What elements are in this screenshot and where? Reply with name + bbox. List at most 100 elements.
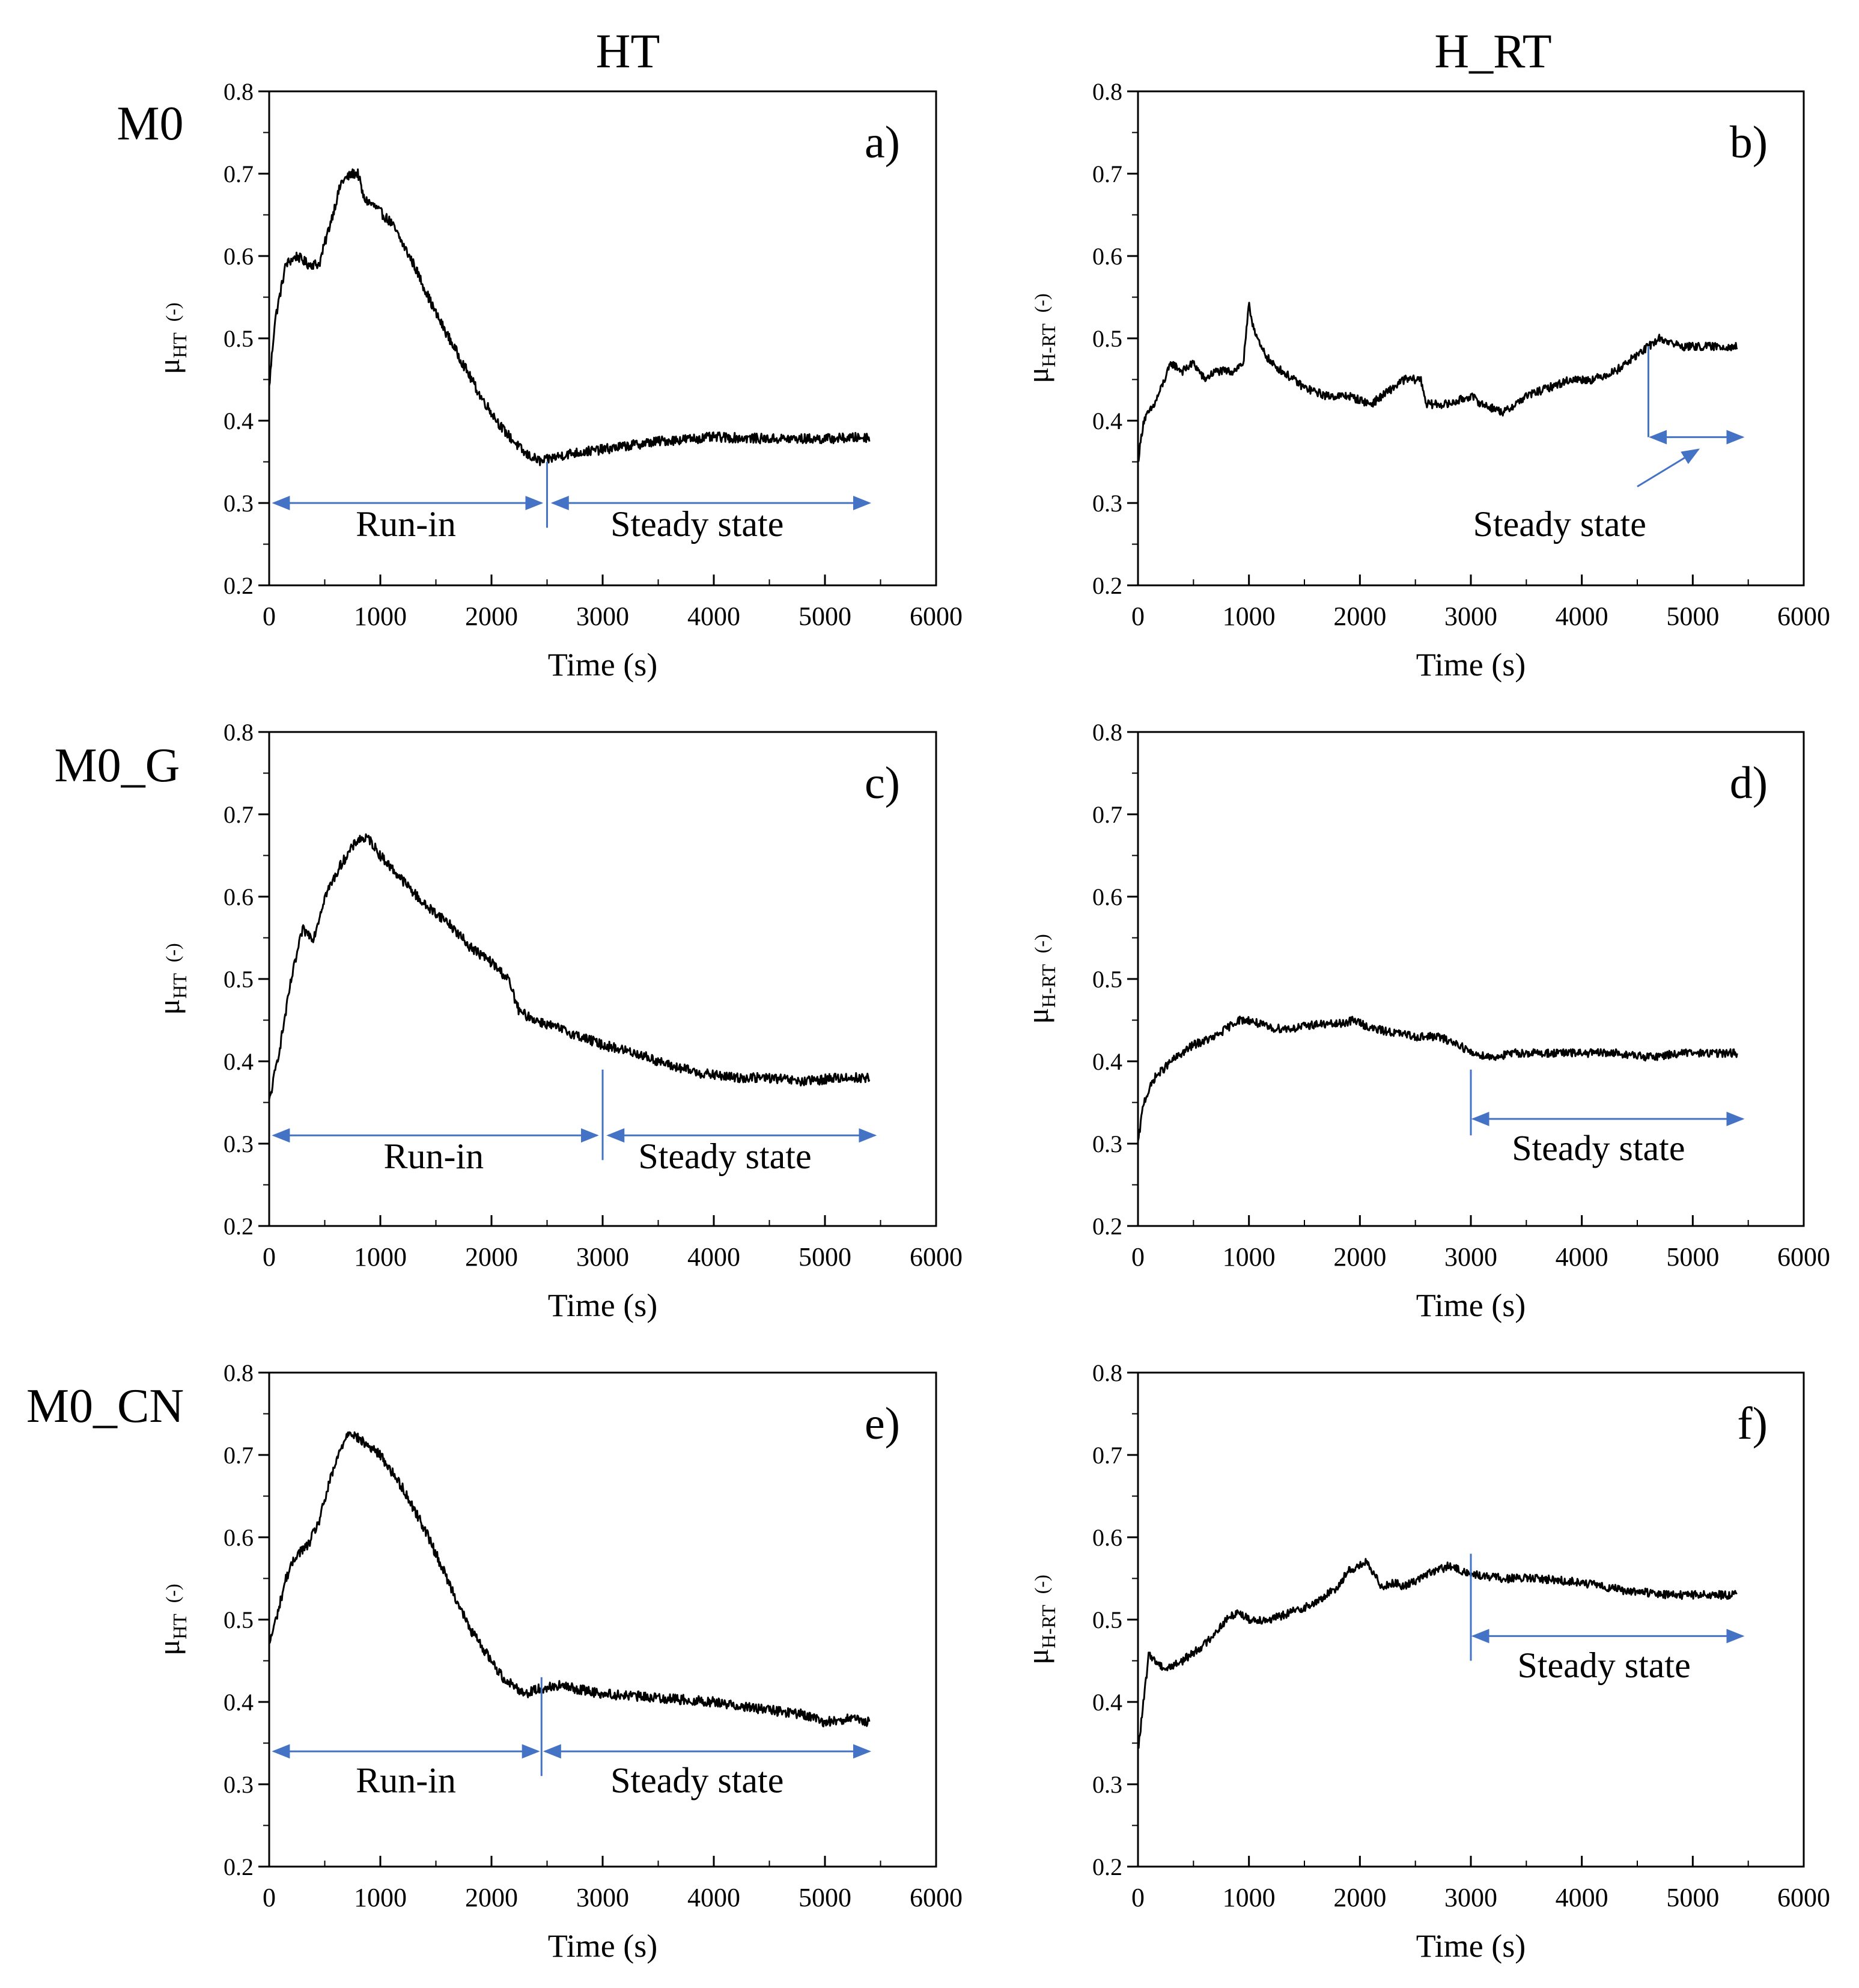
data-series-line <box>268 168 871 466</box>
y-tick-label: 0.6 <box>224 243 254 270</box>
x-tick-label: 0 <box>263 1242 276 1272</box>
y-tick-label: 0.6 <box>1092 243 1122 270</box>
data-series-line <box>268 1431 871 1728</box>
y-tick-label: 0.3 <box>224 1130 254 1157</box>
x-axis-title: Time (s) <box>1416 1928 1526 1964</box>
plot-frame <box>1137 731 1805 1227</box>
x-tick-label: 2000 <box>465 602 518 631</box>
x-tick-label: 4000 <box>1556 1242 1608 1272</box>
x-tick-label: 2000 <box>465 1883 518 1912</box>
x-tick-label: 5000 <box>799 602 851 631</box>
x-tick-label: 1000 <box>354 602 407 631</box>
pointer-arrow <box>1637 448 1700 487</box>
y-tick-label: 0.2 <box>224 1853 254 1880</box>
y-tick-label: 0.6 <box>224 883 254 910</box>
y-tick-label: 0.7 <box>224 160 254 188</box>
y-axis-title: μHT(-) <box>152 1584 190 1655</box>
x-tick-label: 5000 <box>799 1883 851 1912</box>
x-tick-label: 3000 <box>576 1883 629 1912</box>
x-tick-label: 4000 <box>1556 1883 1608 1912</box>
x-tick-label: 1000 <box>354 1242 407 1272</box>
row-label-m0: M0 <box>117 97 183 150</box>
data-series-line <box>268 833 871 1100</box>
phase-label: Run-in <box>356 504 456 544</box>
x-tick-label: 1000 <box>354 1883 407 1912</box>
x-tick-label: 0 <box>1131 602 1145 631</box>
phase-label: Run-in <box>356 1761 456 1800</box>
y-tick-label: 0.4 <box>224 407 254 434</box>
y-axis-title: μH-RT(-) <box>1021 934 1059 1024</box>
y-tick-label: 0.3 <box>1092 490 1122 517</box>
phase-label: Steady state <box>1473 504 1646 544</box>
panel-label: f) <box>1737 1398 1768 1449</box>
y-tick-label: 0.7 <box>224 801 254 828</box>
x-tick-label: 5000 <box>1666 1242 1719 1272</box>
x-tick-label: 1000 <box>1223 1883 1276 1912</box>
data-series-line <box>1137 1558 1738 1749</box>
y-tick-label: 0.2 <box>1092 572 1122 599</box>
x-tick-label: 6000 <box>910 602 963 631</box>
column-title-h-rt: H_RT <box>1434 25 1551 78</box>
row-label-m0-cn: M0_CN <box>26 1380 184 1433</box>
x-tick-label: 2000 <box>1333 602 1386 631</box>
x-tick-label: 1000 <box>1223 602 1276 631</box>
y-tick-label: 0.8 <box>224 78 254 105</box>
y-tick-label: 0.3 <box>1092 1130 1122 1157</box>
panels: 0 1000 2000 3000 4000 5000 6000 0.2 0.3 0.4 0.5 0.6… <box>152 78 1830 1964</box>
phase-label: Steady state <box>610 504 783 544</box>
row-label-m0-g: M0_G <box>55 739 180 792</box>
y-tick-label: 0.7 <box>224 1442 254 1469</box>
panel-f: 0 1000 2000 3000 4000 5000 6000 0.2 0.3 0.4 0.5 0.6… <box>1021 1359 1830 1964</box>
y-tick-label: 0.8 <box>1092 78 1122 105</box>
y-tick-label: 0.4 <box>1092 1048 1122 1075</box>
x-tick-label: 5000 <box>1666 602 1719 631</box>
panel-a: 0 1000 2000 3000 4000 5000 6000 0.2 0.3 0.4 0.5 0.6… <box>152 78 963 683</box>
data-series-line <box>1137 302 1738 462</box>
y-tick-label: 0.7 <box>1092 160 1122 188</box>
x-tick-label: 2000 <box>1333 1242 1386 1272</box>
y-tick-label: 0.2 <box>1092 1213 1122 1240</box>
y-axis-title: μH-RT(-) <box>1021 1575 1059 1665</box>
x-tick-label: 0 <box>1131 1242 1145 1272</box>
x-tick-label: 3000 <box>1444 602 1497 631</box>
phase-label: Run-in <box>383 1136 484 1176</box>
x-tick-label: 5000 <box>1666 1883 1719 1912</box>
x-axis-title: Time (s) <box>548 1287 658 1323</box>
y-tick-label: 0.5 <box>1092 1606 1122 1633</box>
y-tick-label: 0.3 <box>224 1771 254 1798</box>
y-tick-label: 0.8 <box>1092 719 1122 746</box>
y-tick-label: 0.8 <box>224 719 254 746</box>
x-tick-label: 3000 <box>1444 1242 1497 1272</box>
phase-label: Steady state <box>1512 1128 1685 1168</box>
y-tick-label: 0.5 <box>224 966 254 993</box>
plot-frame <box>1137 90 1805 587</box>
x-tick-label: 2000 <box>1333 1883 1386 1912</box>
x-tick-label: 4000 <box>687 1242 740 1272</box>
y-tick-label: 0.4 <box>1092 407 1122 434</box>
x-axis-title: Time (s) <box>548 647 658 683</box>
y-axis-title: μH-RT(-) <box>1021 293 1059 383</box>
panel-label: b) <box>1730 117 1768 168</box>
x-tick-label: 6000 <box>910 1883 963 1912</box>
y-tick-label: 0.2 <box>224 1213 254 1240</box>
x-tick-label: 4000 <box>687 1883 740 1912</box>
y-axis-title: μHT(-) <box>152 302 190 374</box>
panel-label: a) <box>865 117 900 168</box>
y-tick-label: 0.5 <box>1092 325 1122 352</box>
y-axis-title: μHT(-) <box>152 943 190 1014</box>
x-tick-label: 3000 <box>1444 1883 1497 1912</box>
y-tick-label: 0.3 <box>1092 1771 1122 1798</box>
y-tick-label: 0.8 <box>1092 1359 1122 1386</box>
x-tick-label: 3000 <box>576 1242 629 1272</box>
panel-b: 0 1000 2000 3000 4000 5000 6000 0.2 0.3 0.4 0.5 0.6… <box>1021 78 1830 683</box>
x-tick-label: 6000 <box>1777 602 1830 631</box>
y-tick-label: 0.4 <box>1092 1689 1122 1716</box>
x-tick-label: 3000 <box>576 602 629 631</box>
x-tick-label: 4000 <box>1556 602 1608 631</box>
y-tick-label: 0.5 <box>1092 966 1122 993</box>
panel-label: c) <box>865 758 900 808</box>
panel-c: 0 1000 2000 3000 4000 5000 6000 0.2 0.3 0.4 0.5 0.6… <box>152 719 963 1323</box>
y-tick-label: 0.4 <box>224 1689 254 1716</box>
panel-d: 0 1000 2000 3000 4000 5000 6000 0.2 0.3 0.4 0.5 0.6… <box>1021 719 1830 1323</box>
